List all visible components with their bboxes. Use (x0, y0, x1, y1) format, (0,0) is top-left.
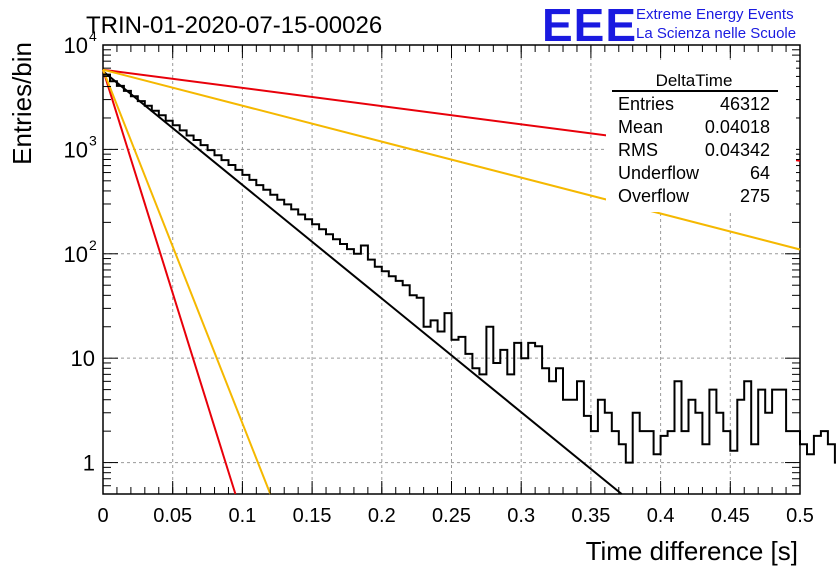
x-tick-label: 0.05 (153, 505, 192, 527)
stats-rows: Entries 46312 Mean 0.04018 RMS 0.04342Underfl… (618, 94, 770, 206)
x-tick-label: 0.45 (711, 505, 750, 527)
y-tick-label: 1 (83, 451, 95, 476)
fit-curve (102, 69, 272, 495)
stats-title: DeltaTime (656, 71, 733, 90)
grid-lines (103, 45, 800, 494)
x-tick-label: 0.5 (786, 505, 814, 527)
logo-line-1: Extreme Energy Events (636, 6, 794, 23)
y-tick-label: 10 (64, 137, 88, 162)
stats-value: 275 (740, 186, 770, 206)
x-tick-label: 0.35 (571, 505, 610, 527)
fit-curves (102, 68, 801, 495)
stats-label: Entries (618, 94, 674, 114)
fit-curve (102, 68, 801, 251)
y-tick-exponent: 3 (89, 132, 97, 148)
stats-box: DeltaTime Entries 46312 Mean 0.04018 RMS 0.04… (606, 60, 796, 212)
fit-curve (102, 70, 623, 495)
stats-label: Overflow (618, 186, 690, 206)
x-tick-label: 0.25 (432, 505, 471, 527)
x-tick-label: 0.15 (293, 505, 332, 527)
stats-value: 0.04018 (705, 117, 770, 137)
stats-value: 64 (750, 163, 770, 183)
stats-label: Mean (618, 117, 663, 137)
fit-curve (102, 69, 237, 495)
y-tick-exponent: 4 (89, 28, 97, 44)
stats-value: 46312 (720, 94, 770, 114)
x-axis-ticks: 0 0.05 0.1 0.15 0.2 0.25 0.3 0.35 0.4 0.45 0.5 (97, 45, 814, 527)
x-tick-label: 0.3 (507, 505, 535, 527)
logo-mark: EEE (542, 0, 638, 51)
x-tick-label: 0.4 (647, 505, 675, 527)
x-axis-label: Time difference [s] (586, 536, 798, 566)
stats-value: 0.04342 (705, 140, 770, 160)
y-tick-exponent: 2 (89, 237, 97, 253)
histogram-steps (103, 73, 836, 464)
y-axis-label: Entries/bin (7, 42, 37, 165)
y-tick-label: 10 (64, 242, 88, 267)
stats-label: RMS (618, 140, 658, 160)
y-tick-label: 10 (71, 346, 95, 371)
x-tick-label: 0 (97, 505, 108, 527)
x-tick-label: 0.2 (368, 505, 396, 527)
chart-title: TRIN-01-2020-07-15-00026 (86, 12, 382, 39)
stats-label: Underflow (618, 163, 700, 183)
x-tick-label: 0.1 (228, 505, 256, 527)
y-tick-label: 10 (64, 33, 88, 58)
logo-line-2: La Scienza nelle Scuole (636, 25, 797, 42)
